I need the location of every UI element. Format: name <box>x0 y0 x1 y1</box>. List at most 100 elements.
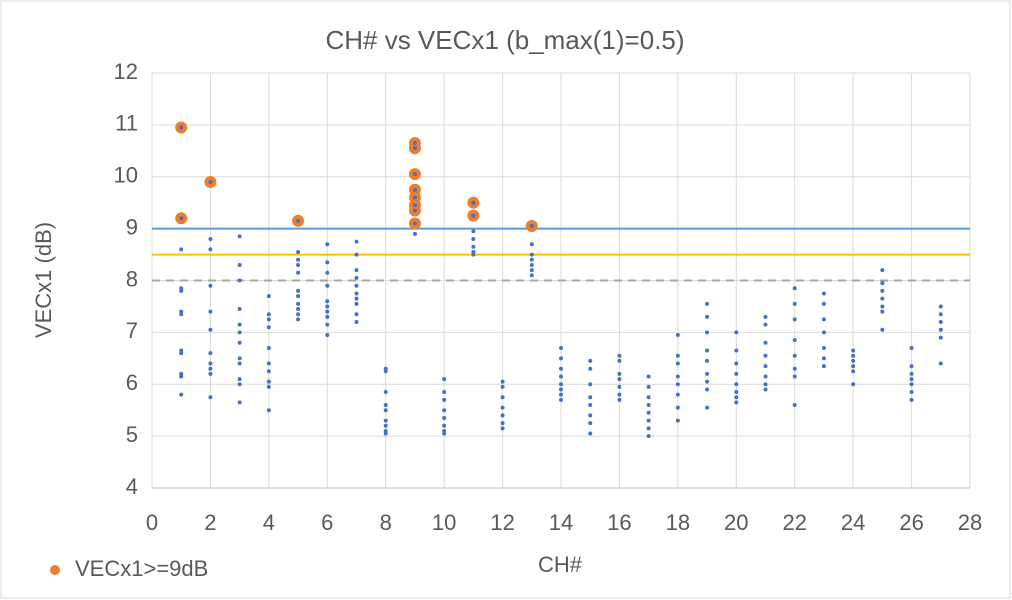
point <box>383 423 388 428</box>
x-tick-label: 24 <box>841 510 865 535</box>
point <box>705 330 710 335</box>
point <box>909 382 914 387</box>
point <box>208 309 213 314</box>
point <box>412 221 417 226</box>
point <box>237 330 242 335</box>
point <box>646 434 651 439</box>
x-tick-label: 22 <box>782 510 806 535</box>
point <box>179 392 184 397</box>
point <box>763 322 768 327</box>
point <box>559 397 563 402</box>
point <box>296 307 301 312</box>
point <box>442 390 447 395</box>
point <box>412 146 417 151</box>
point <box>354 296 359 301</box>
point <box>383 418 388 423</box>
point <box>296 257 301 262</box>
x-tick-label: 8 <box>380 510 392 535</box>
point <box>471 213 476 218</box>
point <box>296 294 301 299</box>
point <box>237 356 242 361</box>
point <box>559 387 563 392</box>
point <box>500 379 505 384</box>
point <box>763 374 768 379</box>
point <box>237 361 242 366</box>
point <box>266 384 271 389</box>
x-tick-label: 26 <box>899 510 923 535</box>
point <box>500 413 505 418</box>
point <box>588 395 593 400</box>
y-tick-label: 12 <box>114 59 138 84</box>
point <box>442 377 447 382</box>
point <box>529 224 534 229</box>
point <box>266 312 271 317</box>
point <box>179 351 184 356</box>
point <box>880 304 885 309</box>
point <box>675 374 680 379</box>
point <box>325 299 330 304</box>
point <box>617 392 622 397</box>
point <box>734 395 739 400</box>
point <box>792 317 797 322</box>
point <box>237 234 242 239</box>
point <box>705 348 710 353</box>
point <box>412 208 417 213</box>
point <box>529 262 534 267</box>
x-tick-label: 20 <box>724 510 748 535</box>
point <box>763 364 768 369</box>
point <box>237 382 242 387</box>
point <box>617 377 622 382</box>
point <box>588 403 593 407</box>
point <box>325 260 330 265</box>
point <box>383 390 388 395</box>
point <box>296 262 301 267</box>
point <box>588 366 593 371</box>
point <box>821 291 826 296</box>
point <box>325 242 330 247</box>
point <box>705 405 710 410</box>
x-tick-label: 0 <box>146 510 158 535</box>
point <box>208 351 213 356</box>
y-tick-label: 8 <box>126 266 138 291</box>
point <box>851 353 856 358</box>
point <box>383 431 388 436</box>
point <box>763 353 768 358</box>
point <box>675 392 680 397</box>
point <box>266 369 271 374</box>
point <box>529 252 534 257</box>
point <box>763 340 768 345</box>
point <box>851 369 856 374</box>
point <box>179 125 184 130</box>
point <box>821 345 826 350</box>
legend-marker <box>50 565 60 575</box>
point <box>617 397 622 402</box>
point <box>500 395 505 400</box>
point <box>529 273 534 278</box>
point <box>851 348 856 353</box>
point <box>675 361 680 366</box>
point <box>208 283 213 288</box>
point <box>705 358 710 363</box>
point <box>880 288 885 293</box>
x-tick-label: 28 <box>958 510 982 535</box>
point <box>354 312 359 317</box>
point <box>909 390 914 395</box>
point <box>354 239 359 244</box>
point <box>763 387 768 392</box>
x-axis-label: CH# <box>538 552 583 577</box>
point <box>208 366 213 371</box>
point <box>705 301 710 306</box>
point <box>675 418 680 423</box>
point <box>880 296 885 301</box>
point <box>938 361 943 366</box>
point <box>559 392 563 397</box>
point <box>237 377 242 382</box>
point <box>354 275 359 280</box>
point <box>792 366 797 371</box>
x-tick-label: 12 <box>490 510 514 535</box>
point <box>734 382 739 387</box>
point <box>266 345 271 350</box>
x-tick-label: 18 <box>666 510 690 535</box>
point <box>354 252 359 257</box>
